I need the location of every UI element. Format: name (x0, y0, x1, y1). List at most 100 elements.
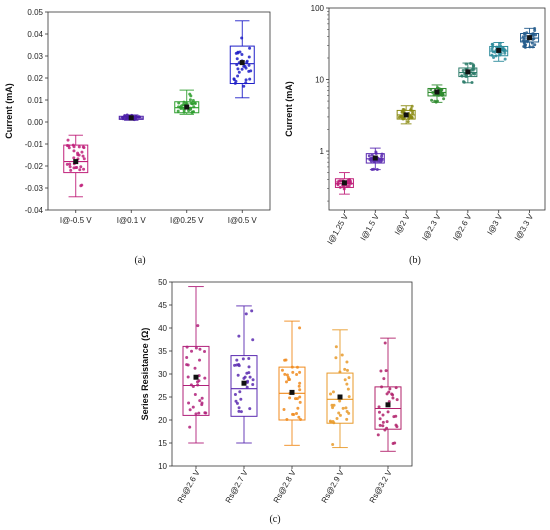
data-point (338, 370, 342, 374)
data-point (503, 57, 507, 61)
data-point (522, 38, 526, 42)
data-point (187, 109, 191, 113)
data-point (387, 390, 391, 394)
y-axis-label: Current (mA) (4, 83, 14, 139)
data-point (338, 179, 342, 183)
y-tick-label: 0.01 (27, 96, 43, 105)
data-point (72, 156, 76, 160)
data-point (68, 165, 72, 169)
data-point (250, 309, 254, 313)
plot-frame (328, 7, 546, 211)
y-tick-label: 10 (158, 462, 167, 471)
data-point (468, 61, 472, 65)
data-point (82, 146, 86, 150)
data-point (344, 406, 348, 410)
data-point (531, 32, 535, 36)
data-point (297, 415, 301, 419)
data-point (291, 370, 295, 374)
data-point (378, 417, 382, 421)
data-point (533, 26, 537, 30)
x-tick-label: Rs@2.8 V (272, 468, 298, 505)
data-point (338, 399, 342, 403)
data-point (237, 409, 241, 413)
data-point (392, 415, 396, 419)
data-point (248, 46, 252, 50)
box-iqr (229, 45, 255, 84)
data-point (243, 64, 247, 68)
x-tick-label: I@2.6 V (451, 212, 474, 242)
data-point (332, 421, 336, 425)
data-point (376, 433, 380, 437)
data-point (442, 97, 446, 101)
data-point (82, 157, 86, 161)
mean-marker (341, 180, 347, 186)
y-tick-label: 0.05 (27, 8, 43, 17)
data-point (409, 107, 413, 111)
data-point (524, 34, 528, 38)
y-tick-label: 0.03 (27, 52, 43, 61)
y-tick-label: -0.03 (25, 184, 44, 193)
data-point (343, 367, 347, 371)
data-point (295, 412, 299, 416)
data-point (242, 84, 246, 88)
data-point (239, 410, 243, 414)
data-point (235, 57, 239, 61)
data-point (384, 369, 388, 373)
data-point (340, 353, 344, 357)
data-point (285, 373, 289, 377)
data-point (235, 401, 239, 405)
panel-b-chart: 1 10 100 Current (mA) I@1.25 V I@1.5 V I@2 V I@… (284, 4, 546, 246)
data-point (298, 400, 302, 404)
data-point (298, 326, 302, 330)
data-point (246, 379, 250, 383)
data-point (191, 405, 195, 409)
data-point (188, 98, 192, 102)
y-tick-label: 30 (158, 370, 167, 379)
data-point (237, 334, 241, 338)
data-point (411, 111, 415, 115)
data-point (381, 413, 385, 417)
y-tick-label: 25 (158, 393, 167, 402)
data-point (370, 168, 374, 172)
x-tick-label: I@1.25 V (326, 212, 351, 246)
data-point (82, 167, 86, 171)
data-point (471, 67, 475, 71)
data-point (410, 116, 414, 120)
data-point (123, 115, 127, 119)
data-point (189, 383, 193, 387)
data-point (502, 49, 506, 53)
data-point (331, 442, 335, 446)
data-point (385, 420, 389, 424)
data-point (498, 41, 502, 45)
data-point (440, 88, 444, 92)
data-point (367, 154, 371, 158)
y-tick-label: 40 (158, 324, 167, 333)
data-point (251, 378, 255, 382)
data-point (233, 81, 237, 85)
data-point (247, 55, 251, 59)
mean-marker (385, 402, 391, 408)
data-point (336, 183, 340, 187)
x-tick-label: Rs@2.6 V (176, 468, 202, 505)
x-tick-label: I@0.5 V (228, 216, 258, 225)
data-point (345, 368, 349, 372)
data-point (338, 413, 342, 417)
data-point (346, 179, 350, 183)
data-point (69, 168, 73, 172)
data-point (79, 184, 83, 188)
data-point (394, 386, 398, 390)
data-point (336, 180, 340, 184)
data-point (381, 424, 385, 428)
data-point (198, 399, 202, 403)
data-point (248, 375, 252, 379)
data-point (380, 158, 384, 162)
data-point (437, 93, 441, 97)
data-point (240, 36, 244, 40)
data-point (345, 410, 349, 414)
y-tick-label: 100 (311, 4, 325, 13)
x-tick-label: I@3.3 V (513, 212, 536, 242)
data-point (283, 372, 287, 376)
data-point (381, 420, 385, 424)
data-point (78, 168, 82, 172)
